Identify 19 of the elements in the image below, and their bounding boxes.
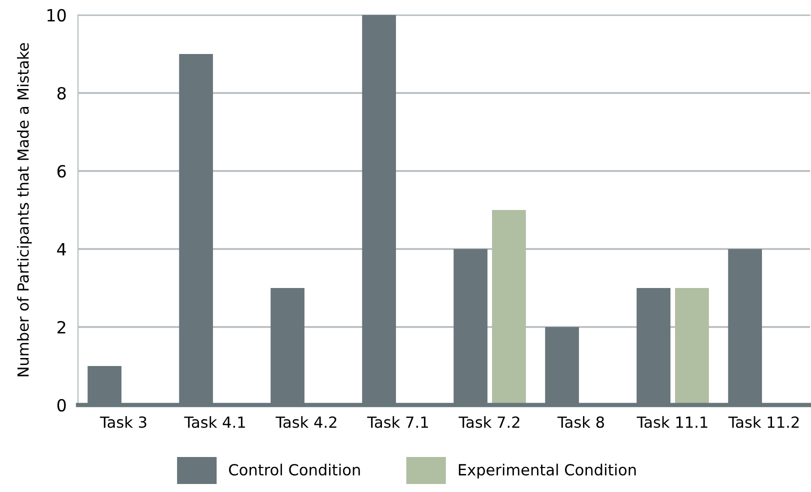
x-tick-label: Task 7.2: [458, 416, 520, 428]
bar: [675, 288, 709, 405]
x-tick-label: Task 8: [557, 416, 604, 428]
x-tick-label: Task 7.1: [367, 416, 428, 428]
y-tick-label: 6: [57, 164, 66, 178]
bar: [492, 210, 526, 405]
y-tick-label: 0: [57, 398, 66, 412]
x-tick-label: Task 11.1: [636, 416, 708, 428]
y-tick-label: 8: [57, 86, 66, 100]
x-tick-label: Task 3: [100, 416, 146, 428]
x-tick-label: Task 4.2: [276, 416, 336, 428]
y-tick-label: 4: [57, 243, 66, 256]
y-tick-label: 2: [58, 320, 66, 334]
x-tick-label: Task 4.1: [184, 416, 245, 428]
y-tick-label: 10: [48, 8, 66, 22]
x-tick-label: Task 11.2: [728, 416, 799, 428]
legend-label: Control Condition: [229, 464, 360, 476]
y-axis-title: Number of Participants that Made a Mistake: [17, 43, 32, 376]
legend-label: Experimental Condition: [458, 464, 636, 478]
